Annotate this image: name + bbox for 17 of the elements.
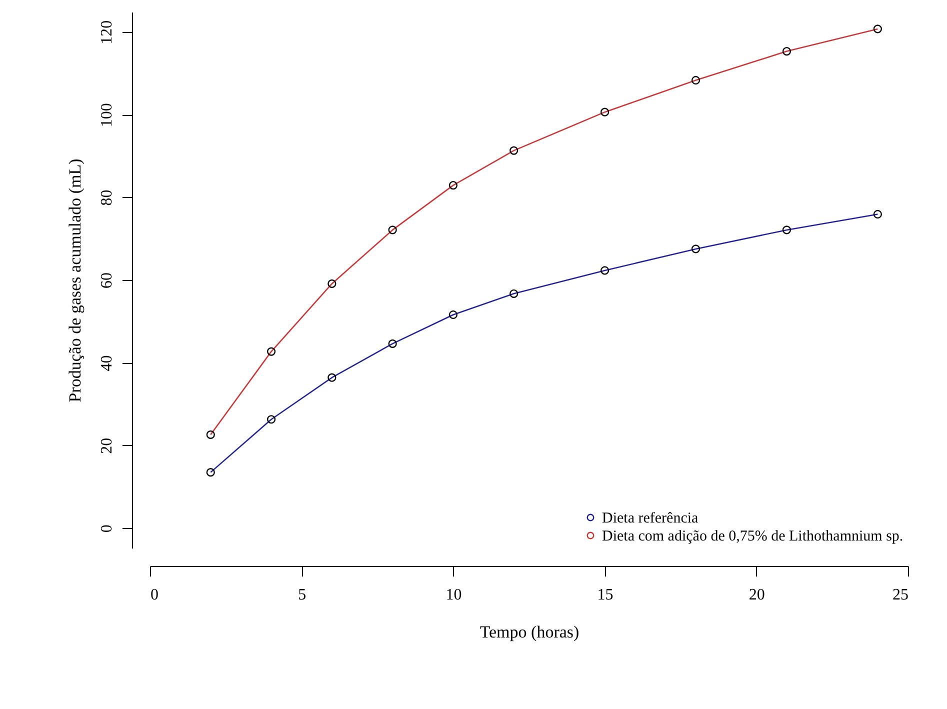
y-tick-label: 100 xyxy=(98,103,116,128)
x-tick-label: 15 xyxy=(597,586,614,604)
x-tick-label: 25 xyxy=(892,586,908,604)
x-tick-label: 20 xyxy=(748,586,765,604)
y-tick-label: 0 xyxy=(98,524,116,533)
y-axis-title: Produção de gases acumulado (mL) xyxy=(66,158,84,402)
y-tick-label: 20 xyxy=(98,438,116,454)
x-tick-label: 5 xyxy=(298,586,306,604)
y-tick-label: 80 xyxy=(98,190,116,206)
y-tick-label: 60 xyxy=(98,272,116,288)
y-tick-label: 120 xyxy=(98,20,116,44)
legend-label: Dieta com adição de 0,75% de Lithothamnium sp. xyxy=(602,528,904,544)
x-axis-title: Tempo (horas) xyxy=(480,622,580,642)
x-tick-label: 0 xyxy=(150,586,158,604)
y-tick-label: 40 xyxy=(98,355,116,372)
legend-label: Dieta referência xyxy=(602,510,699,526)
x-tick-label: 10 xyxy=(446,586,462,604)
